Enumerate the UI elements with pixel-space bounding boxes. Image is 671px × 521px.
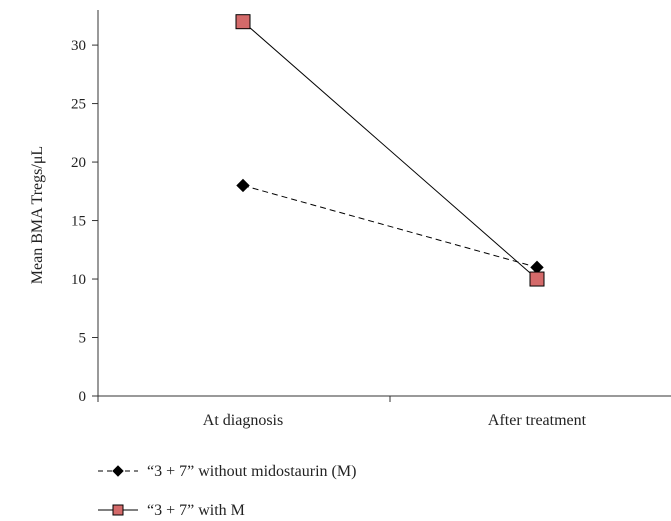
y-tick-label: 10 bbox=[71, 272, 86, 288]
y-tick-label: 0 bbox=[79, 389, 87, 405]
axes bbox=[97, 10, 671, 397]
legend-label: “3 + 7” with M bbox=[147, 502, 245, 519]
y-tick-label: 25 bbox=[71, 97, 86, 113]
y-axis-title: Mean BMA Tregs/μL bbox=[29, 146, 46, 284]
series-2 bbox=[235, 14, 545, 287]
x-category-label: After treatment bbox=[488, 412, 587, 429]
y-axis-ticks: 0 5 10 15 20 25 30 bbox=[71, 38, 98, 405]
legend-entry-1: “3 + 7” without midostaurin (M) bbox=[98, 463, 356, 480]
y-tick-label: 30 bbox=[71, 38, 86, 54]
data-point bbox=[235, 14, 251, 30]
series-layer bbox=[235, 14, 545, 287]
legend-label: “3 + 7” without midostaurin (M) bbox=[147, 463, 356, 480]
data-point bbox=[236, 178, 250, 193]
y-tick-label: 5 bbox=[79, 331, 87, 347]
y-tick-label: 20 bbox=[71, 155, 86, 171]
data-point bbox=[529, 271, 545, 287]
series-line bbox=[242, 21, 538, 280]
legend-marker bbox=[112, 465, 124, 477]
series-1 bbox=[236, 178, 544, 275]
legend-entry-2: “3 + 7” with M bbox=[98, 502, 245, 519]
legend-marker bbox=[112, 504, 124, 516]
x-category-label: At diagnosis bbox=[203, 412, 283, 429]
y-tick-label: 15 bbox=[71, 214, 86, 230]
series-line bbox=[242, 184, 538, 268]
x-axis-ticks: At diagnosis After treatment bbox=[97, 396, 587, 429]
legend: “3 + 7” without midostaurin (M) “3 + 7” w… bbox=[98, 463, 356, 519]
